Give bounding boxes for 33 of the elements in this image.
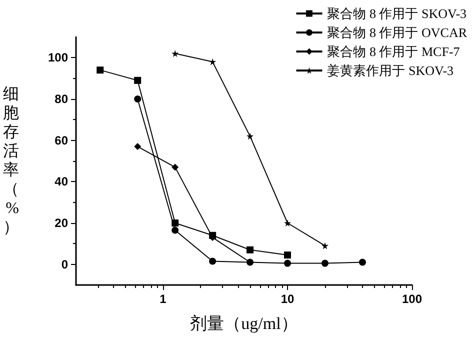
y-axis-title: 细胞存活率（%）	[3, 86, 19, 236]
legend-label: 聚合物 8 作用于 SKOV-3	[327, 6, 467, 21]
point	[246, 258, 254, 266]
point	[358, 258, 366, 266]
point	[284, 220, 292, 226]
point	[209, 58, 216, 66]
x-tick-label: 100	[402, 292, 422, 306]
legend-label: 聚合物 8 作用于 MCF-7	[327, 44, 460, 59]
y-tick-label: 100	[48, 50, 68, 65]
y-tick-label: 20	[54, 216, 68, 230]
y-tick-label: 80	[54, 92, 68, 106]
point	[246, 132, 254, 140]
point	[96, 66, 104, 74]
x-tick-label: 1	[160, 292, 167, 306]
point	[134, 76, 142, 84]
point	[321, 260, 328, 267]
point	[246, 246, 254, 254]
x-tick-label: 10	[280, 292, 294, 306]
legend-label: 聚合物 8 作用于 OVCAR	[327, 25, 468, 40]
point	[209, 258, 216, 265]
point	[172, 164, 179, 171]
point	[321, 242, 328, 250]
y-tick-label: 40	[54, 174, 68, 189]
point	[134, 96, 142, 102]
point	[172, 50, 179, 58]
point	[172, 226, 179, 234]
legend-label: 姜黄素作用于 SKOV-3	[327, 63, 454, 78]
y-tick-label: 0	[61, 257, 68, 272]
point	[134, 143, 142, 150]
point	[284, 260, 292, 267]
x-axis-title: 剂量（ug/ml）	[190, 314, 298, 333]
point	[284, 252, 292, 259]
y-tick-label: 60	[54, 133, 68, 148]
